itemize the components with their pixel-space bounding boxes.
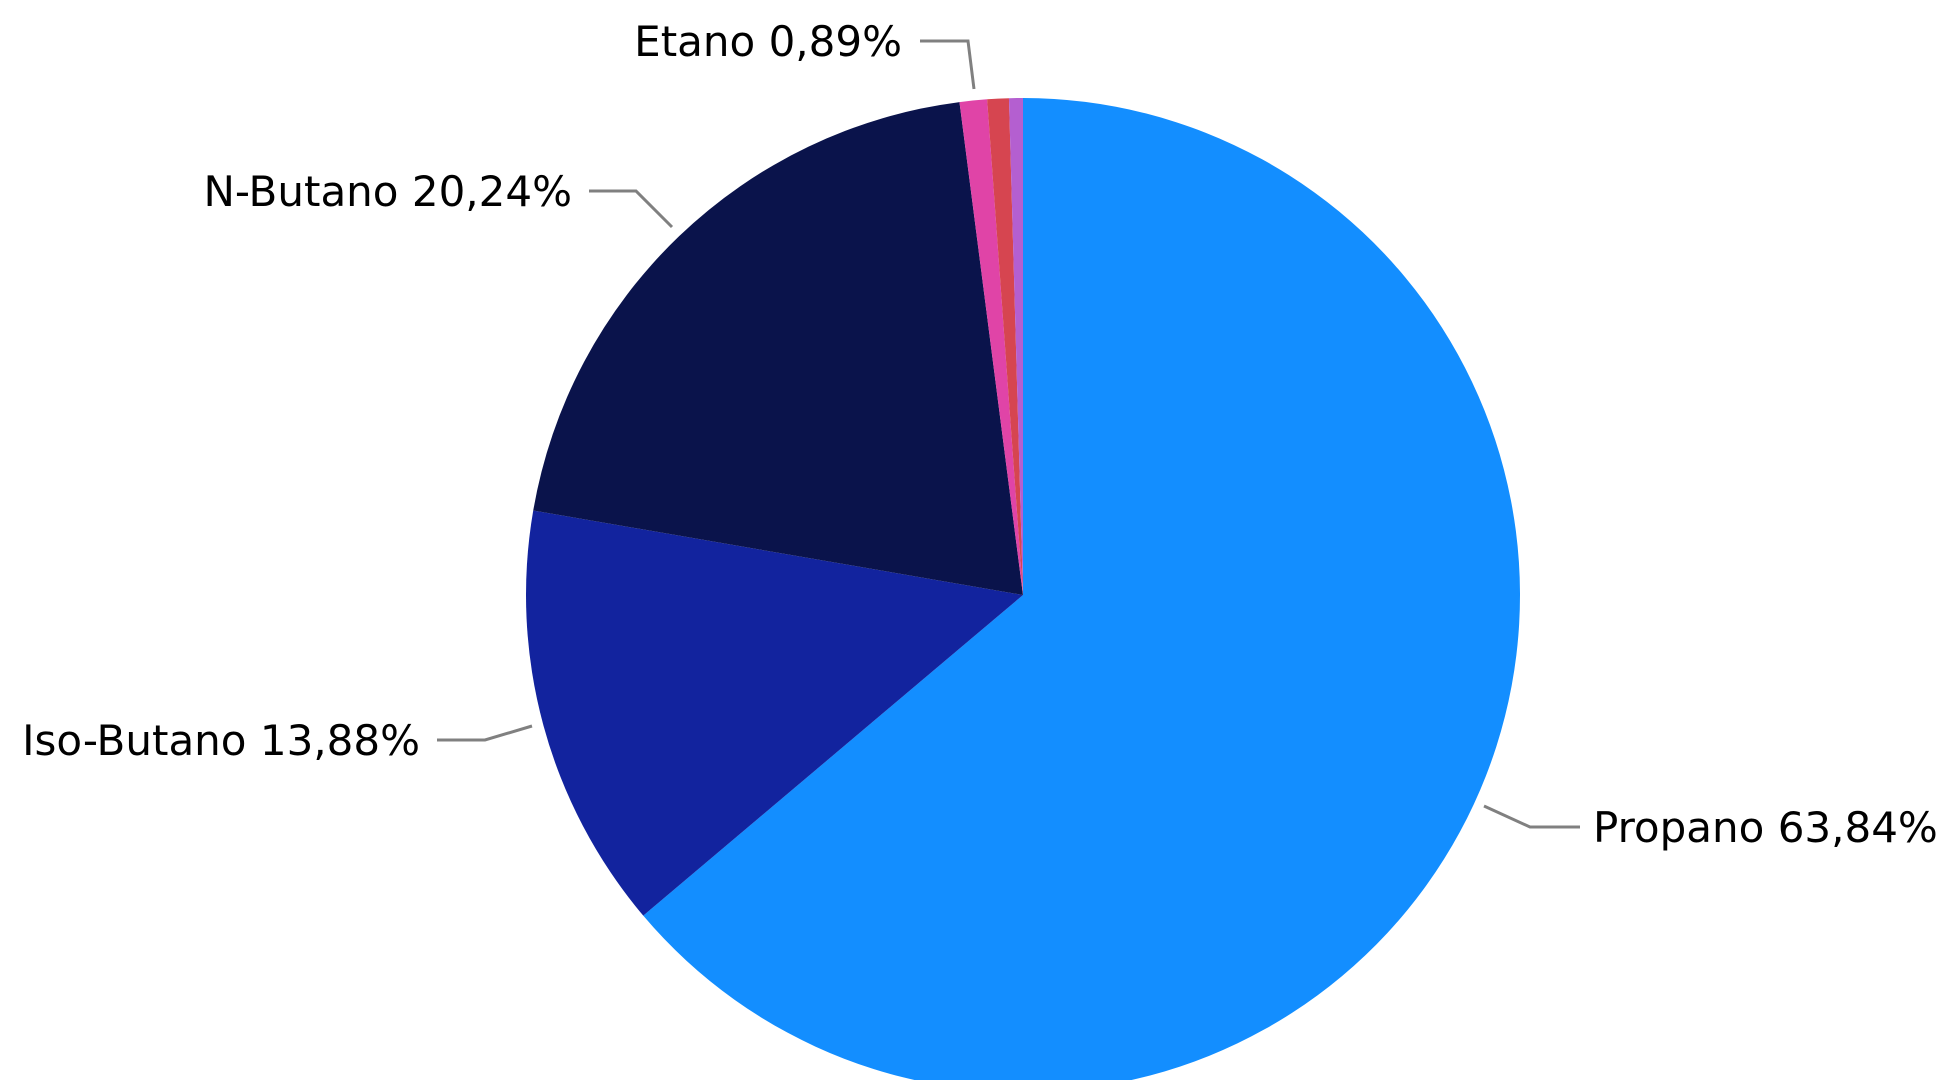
slice-label-n-butano: N-Butano 20,24% bbox=[203, 167, 572, 216]
pie-slice-n-butano[interactable] bbox=[533, 102, 1023, 595]
pie-slice-propano[interactable] bbox=[643, 98, 1520, 1080]
label-iso-butano-group: Iso-Butano 13,88% bbox=[22, 716, 533, 765]
slice-label-iso-butano: Iso-Butano 13,88% bbox=[22, 716, 420, 765]
slice-label-etano: Etano 0,89% bbox=[634, 17, 902, 66]
leader-line-iso-butano bbox=[437, 724, 533, 742]
leader-line-etano bbox=[920, 39, 976, 90]
pie-slice-iso-butano[interactable] bbox=[525, 510, 1023, 916]
leader-line-n-butano bbox=[589, 189, 674, 229]
pie-slices bbox=[525, 98, 1520, 1080]
pie-slice-unlabeled-5[interactable] bbox=[1008, 98, 1023, 595]
pie-slice-unlabeled-4[interactable] bbox=[987, 98, 1023, 595]
label-propano-group: Propano 63,84% bbox=[1483, 803, 1938, 852]
pie-slice-etano[interactable] bbox=[959, 99, 1023, 596]
label-etano-group: Etano 0,89% bbox=[634, 17, 976, 90]
label-n-butano-group: N-Butano 20,24% bbox=[203, 167, 674, 229]
slice-label-propano: Propano 63,84% bbox=[1593, 803, 1938, 852]
leader-line-propano bbox=[1483, 804, 1580, 829]
